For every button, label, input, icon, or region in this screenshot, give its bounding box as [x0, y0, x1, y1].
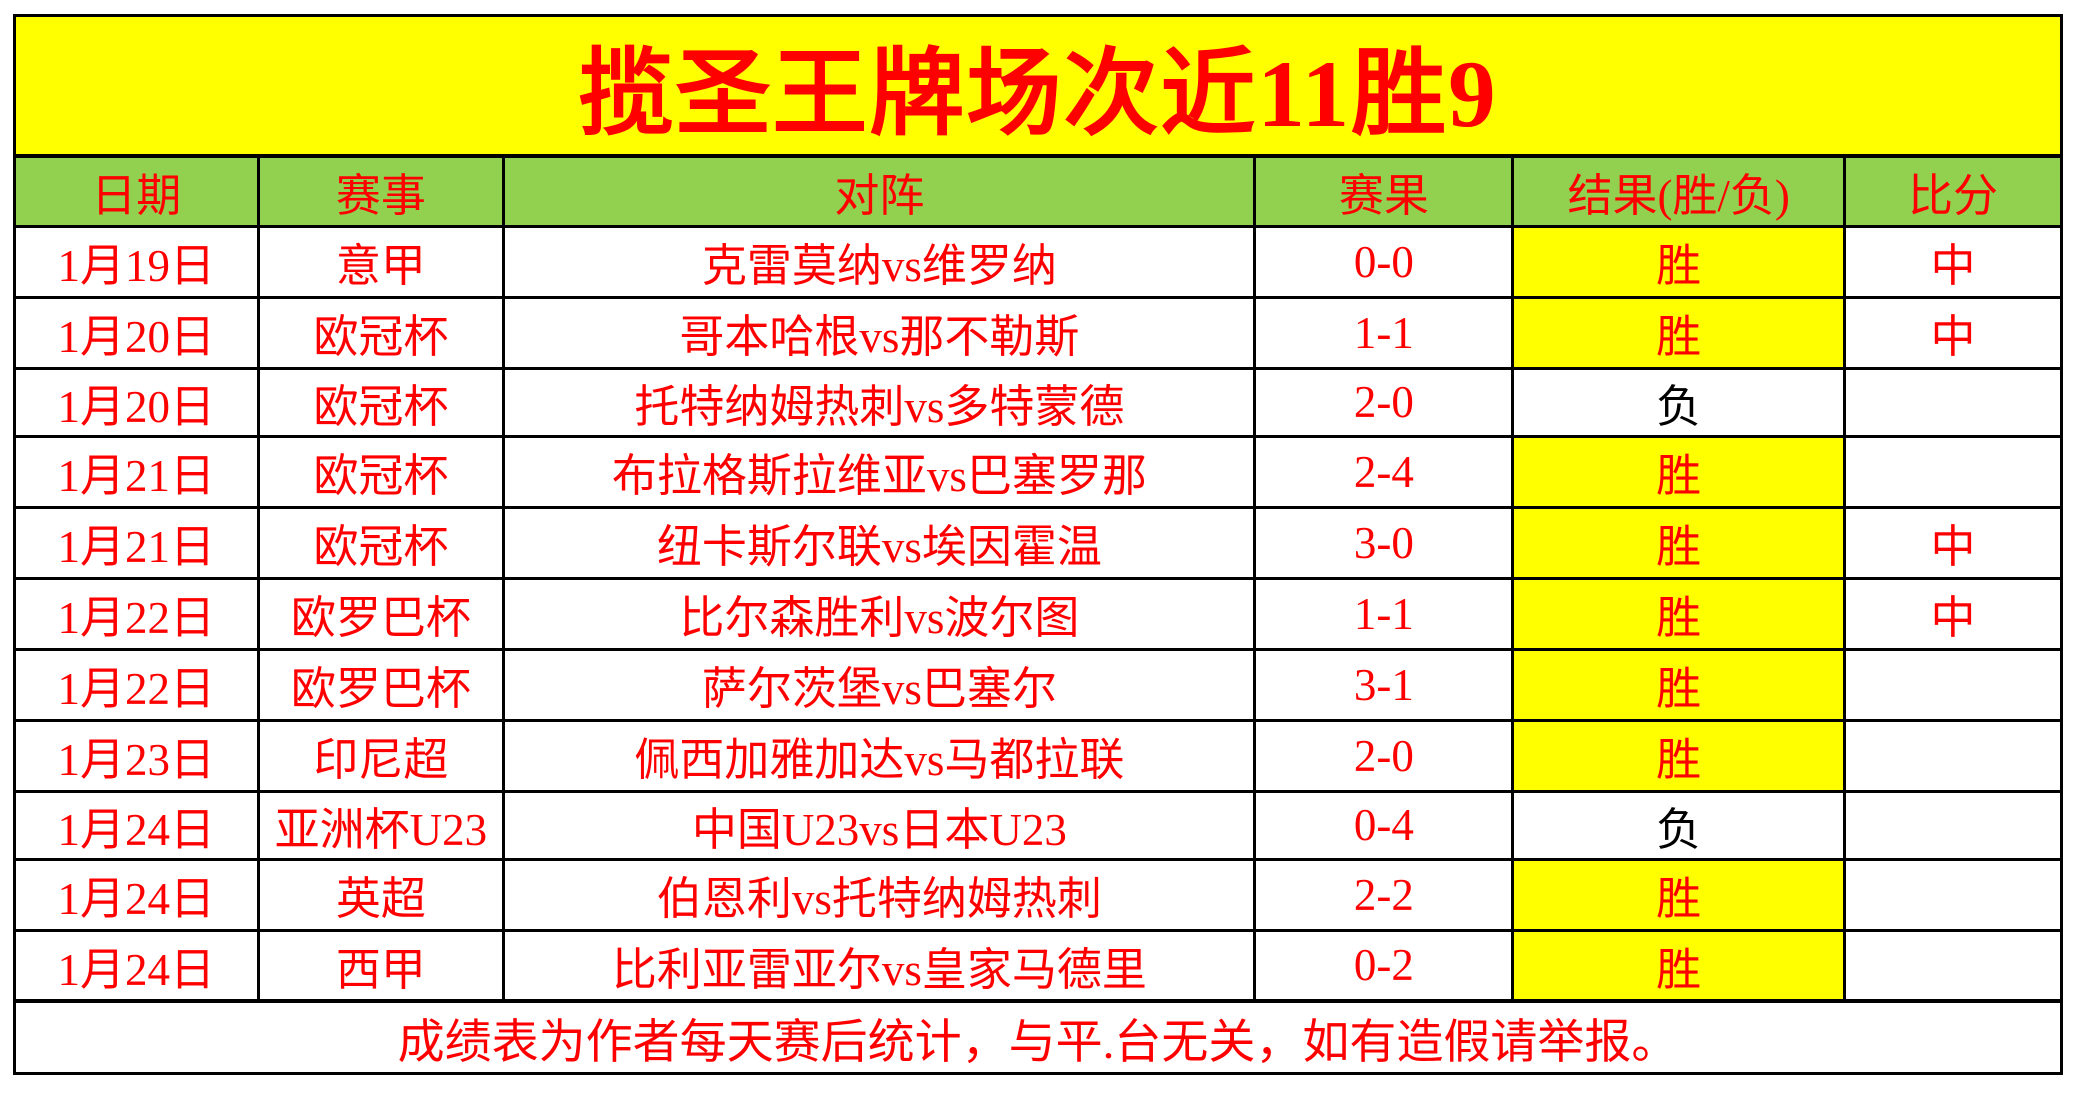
mark-cell — [1842, 434, 2064, 509]
match-cell: 比利亚雷亚尔vs皇家马德里 — [502, 928, 1257, 1003]
score-cell: 2-4 — [1253, 434, 1515, 509]
date-cell: 1月24日 — [13, 789, 260, 861]
col-header-result: 结果(胜/负) — [1511, 154, 1846, 228]
league-cell: 欧冠杯 — [256, 505, 506, 580]
match-cell: 伯恩利vs托特纳姆热刺 — [502, 857, 1257, 932]
mark-cell — [1842, 789, 2064, 861]
results-table: 揽圣王牌场次近11胜9 日期 赛事 对阵 赛果 结果(胜/负) 比分 1月19日… — [13, 14, 2064, 1075]
result-cell: 负 — [1511, 366, 1846, 438]
result-cell: 胜 — [1511, 718, 1846, 793]
result-cell: 胜 — [1511, 295, 1846, 370]
result-cell: 胜 — [1511, 576, 1846, 651]
results-table-container: 揽圣王牌场次近11胜9 日期 赛事 对阵 赛果 结果(胜/负) 比分 1月19日… — [13, 14, 2064, 1075]
date-cell: 1月24日 — [13, 857, 260, 932]
date-cell: 1月22日 — [13, 576, 260, 651]
match-cell: 中国U23vs日本U23 — [502, 789, 1257, 861]
mark-cell: 中 — [1842, 505, 2064, 580]
match-cell: 哥本哈根vs那不勒斯 — [502, 295, 1257, 370]
match-cell: 佩西加雅加达vs马都拉联 — [502, 718, 1257, 793]
league-cell: 欧冠杯 — [256, 366, 506, 438]
league-cell: 西甲 — [256, 928, 506, 1003]
footer-note: 成绩表为作者每天赛后统计，与平.台无关，如有造假请举报。 — [13, 999, 2063, 1075]
league-cell: 亚洲杯U23 — [256, 789, 506, 861]
score-cell: 1-1 — [1253, 295, 1515, 370]
date-cell: 1月19日 — [13, 224, 260, 299]
score-cell: 1-1 — [1253, 576, 1515, 651]
date-cell: 1月21日 — [13, 434, 260, 509]
table-row: 1月22日 欧罗巴杯 萨尔茨堡vs巴塞尔 3-1 胜 — [13, 647, 2064, 722]
table-row: 1月21日 欧冠杯 纽卡斯尔联vs埃因霍温 3-0 胜 中 — [13, 505, 2064, 580]
result-cell: 胜 — [1511, 434, 1846, 509]
table-row: 1月22日 欧罗巴杯 比尔森胜利vs波尔图 1-1 胜 中 — [13, 576, 2064, 651]
col-header-match: 对阵 — [502, 154, 1257, 228]
result-cell: 胜 — [1511, 857, 1846, 932]
score-cell: 0-4 — [1253, 789, 1515, 861]
mark-cell: 中 — [1842, 224, 2064, 299]
mark-cell: 中 — [1842, 295, 2064, 370]
table-row: 1月23日 印尼超 佩西加雅加达vs马都拉联 2-0 胜 — [13, 718, 2064, 793]
score-cell: 2-2 — [1253, 857, 1515, 932]
league-cell: 印尼超 — [256, 718, 506, 793]
league-cell: 意甲 — [256, 224, 506, 299]
league-cell: 欧冠杯 — [256, 434, 506, 509]
match-cell: 克雷莫纳vs维罗纳 — [502, 224, 1257, 299]
col-header-league: 赛事 — [256, 154, 506, 228]
table-row: 1月21日 欧冠杯 布拉格斯拉维亚vs巴塞罗那 2-4 胜 — [13, 434, 2064, 509]
match-cell: 比尔森胜利vs波尔图 — [502, 576, 1257, 651]
col-header-mark: 比分 — [1842, 154, 2064, 228]
match-cell: 布拉格斯拉维亚vs巴塞罗那 — [502, 434, 1257, 509]
result-cell: 胜 — [1511, 224, 1846, 299]
page-title: 揽圣王牌场次近11胜9 — [13, 14, 2063, 158]
score-cell: 3-0 — [1253, 505, 1515, 580]
league-cell: 英超 — [256, 857, 506, 932]
score-cell: 3-1 — [1253, 647, 1515, 722]
table-row: 1月20日 欧冠杯 哥本哈根vs那不勒斯 1-1 胜 中 — [13, 295, 2064, 370]
score-cell: 0-2 — [1253, 928, 1515, 1003]
table-row: 1月24日 西甲 比利亚雷亚尔vs皇家马德里 0-2 胜 — [13, 928, 2064, 1003]
match-cell: 萨尔茨堡vs巴塞尔 — [502, 647, 1257, 722]
result-cell: 胜 — [1511, 647, 1846, 722]
score-cell: 0-0 — [1253, 224, 1515, 299]
date-cell: 1月20日 — [13, 295, 260, 370]
result-cell: 胜 — [1511, 505, 1846, 580]
table-row: 1月24日 英超 伯恩利vs托特纳姆热刺 2-2 胜 — [13, 857, 2064, 932]
col-header-score: 赛果 — [1253, 154, 1515, 228]
date-cell: 1月20日 — [13, 366, 260, 438]
table-row: 1月19日 意甲 克雷莫纳vs维罗纳 0-0 胜 中 — [13, 224, 2064, 299]
date-cell: 1月21日 — [13, 505, 260, 580]
date-cell: 1月22日 — [13, 647, 260, 722]
table-row: 1月20日 欧冠杯 托特纳姆热刺vs多特蒙德 2-0 负 — [13, 366, 2064, 438]
match-cell: 纽卡斯尔联vs埃因霍温 — [502, 505, 1257, 580]
date-cell: 1月24日 — [13, 928, 260, 1003]
date-cell: 1月23日 — [13, 718, 260, 793]
mark-cell — [1842, 718, 2064, 793]
mark-cell — [1842, 366, 2064, 438]
table-row: 1月24日 亚洲杯U23 中国U23vs日本U23 0-4 负 — [13, 789, 2064, 861]
col-header-date: 日期 — [13, 154, 260, 228]
score-cell: 2-0 — [1253, 366, 1515, 438]
match-cell: 托特纳姆热刺vs多特蒙德 — [502, 366, 1257, 438]
result-cell: 负 — [1511, 789, 1846, 861]
league-cell: 欧罗巴杯 — [256, 576, 506, 651]
title-banner-row: 揽圣王牌场次近11胜9 — [13, 14, 2063, 158]
footer-row: 成绩表为作者每天赛后统计，与平.台无关，如有造假请举报。 — [13, 999, 2063, 1075]
mark-cell — [1842, 857, 2064, 932]
league-cell: 欧罗巴杯 — [256, 647, 506, 722]
league-cell: 欧冠杯 — [256, 295, 506, 370]
mark-cell — [1842, 928, 2064, 1003]
table-header-row: 日期 赛事 对阵 赛果 结果(胜/负) 比分 — [13, 154, 2064, 228]
score-cell: 2-0 — [1253, 718, 1515, 793]
mark-cell: 中 — [1842, 576, 2064, 651]
result-cell: 胜 — [1511, 928, 1846, 1003]
mark-cell — [1842, 647, 2064, 722]
